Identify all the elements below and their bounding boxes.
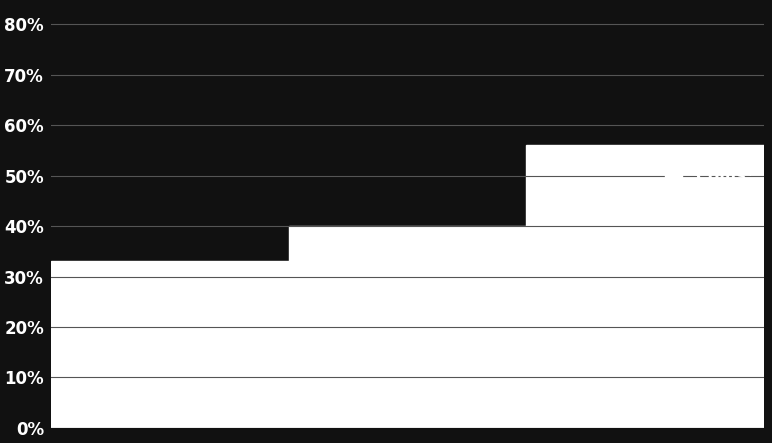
Legend: 3 pills*, 2 pills**, SPC***: 3 pills*, 2 pills**, SPC*** [659, 160, 770, 255]
Polygon shape [51, 145, 764, 428]
